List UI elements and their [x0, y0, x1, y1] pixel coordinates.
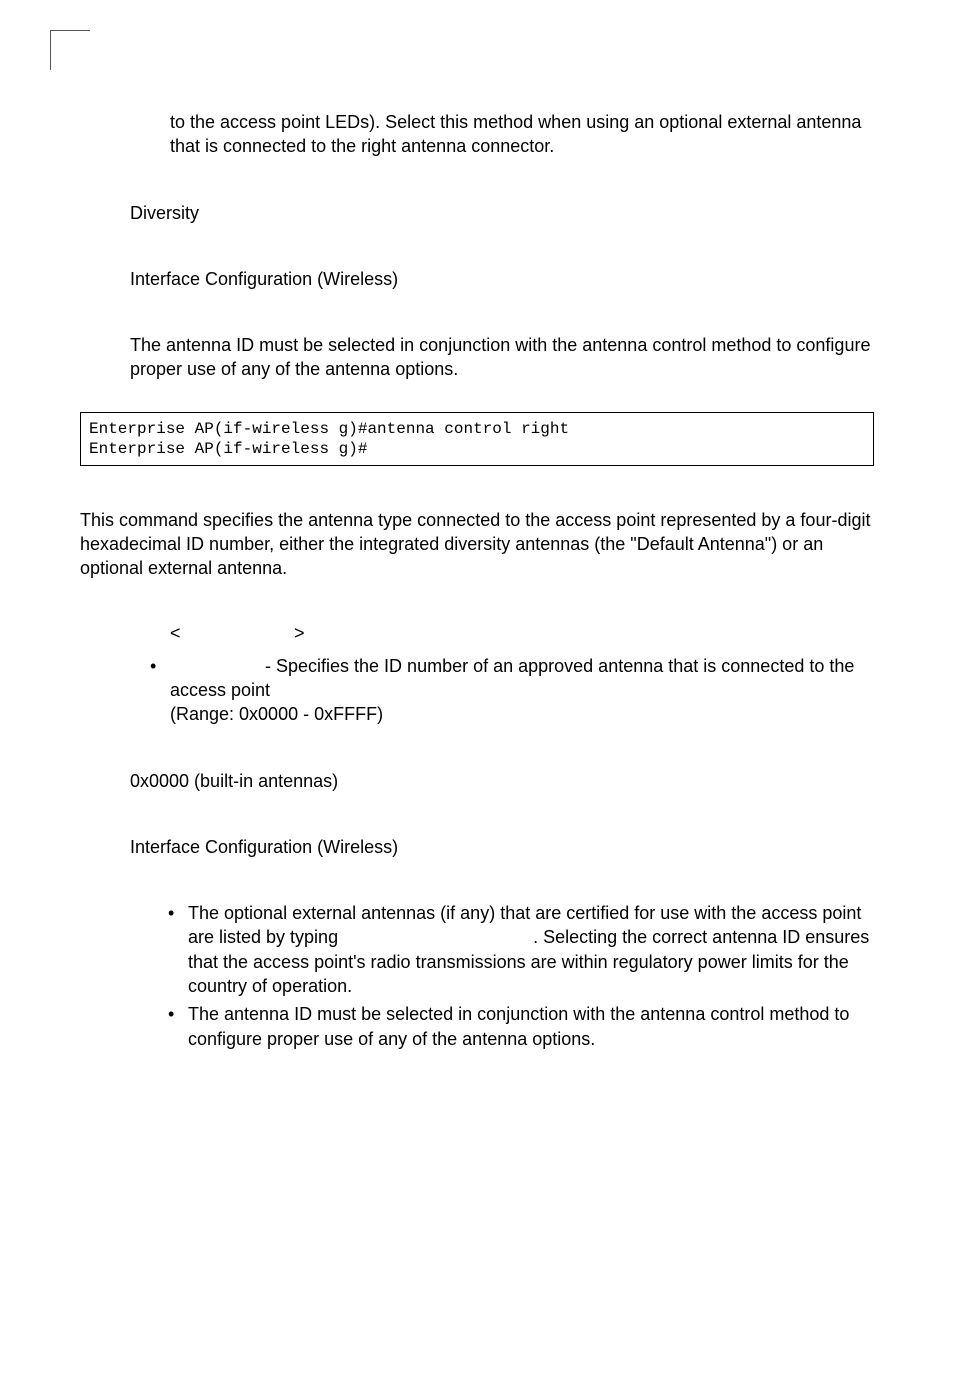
- usage-bullet-2: The antenna ID must be selected in conju…: [160, 1002, 874, 1051]
- code-line-2: Enterprise AP(if-wireless g)#: [89, 440, 367, 458]
- syntax-gt: >: [294, 623, 305, 643]
- syntax-bullet-list: - Specifies the ID number of an approved…: [142, 654, 874, 727]
- command-usage-list: The optional external antennas (if any) …: [160, 901, 874, 1051]
- page-body: to the access point LEDs). Select this m…: [0, 0, 954, 1111]
- page-corner-mark: [50, 30, 90, 70]
- command-description: This command specifies the antenna type …: [80, 508, 874, 581]
- code-line-1: Enterprise AP(if-wireless g)#antenna con…: [89, 420, 569, 438]
- example-code-block: Enterprise AP(if-wireless g)#antenna con…: [80, 412, 874, 466]
- syntax-bullet-item: - Specifies the ID number of an approved…: [142, 654, 874, 727]
- continued-bullet-text: to the access point LEDs). Select this m…: [170, 110, 874, 159]
- default-setting-value: Diversity: [130, 201, 874, 225]
- syntax-placeholder-line: < >: [170, 623, 874, 644]
- syntax-range: (Range: 0x0000 - 0xFFFF): [170, 704, 383, 724]
- syntax-bullet-text: - Specifies the ID number of an approved…: [170, 656, 854, 700]
- command-usage-text: The antenna ID must be selected in conju…: [130, 333, 874, 382]
- command-mode-value: Interface Configuration (Wireless): [130, 267, 874, 291]
- usage-bullet-1: The optional external antennas (if any) …: [160, 901, 874, 998]
- default-setting-2: 0x0000 (built-in antennas): [130, 769, 874, 793]
- command-mode-2: Interface Configuration (Wireless): [130, 835, 874, 859]
- syntax-lt: <: [170, 623, 184, 644]
